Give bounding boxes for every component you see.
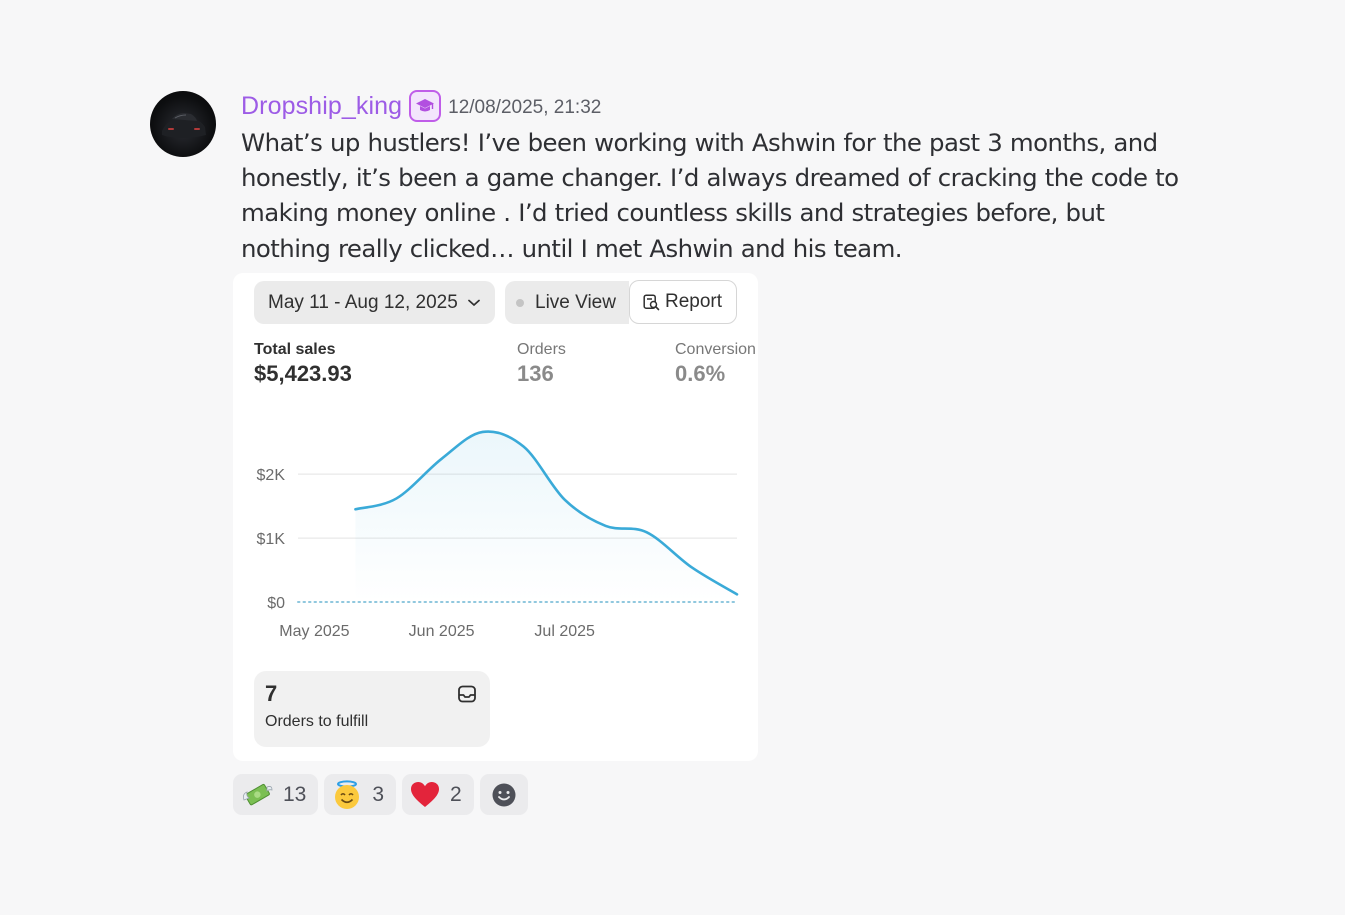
report-label: Report: [665, 291, 723, 312]
status-dot-icon: [516, 298, 524, 307]
metric-value: 136: [517, 361, 554, 386]
fulfill-count: 7: [265, 681, 278, 706]
user-avatar[interactable]: [150, 91, 216, 157]
sales-line-chart: $0 $1K $2K May 2025 Jun 2025 Jul 2025: [257, 430, 739, 640]
orders-to-fulfill-card: 7 Orders to fulfill: [254, 671, 490, 747]
metric-label: Conversion: [675, 341, 756, 358]
sales-area-fill: [355, 431, 737, 602]
message-timestamp: 12/08/2025, 21:32: [448, 96, 602, 118]
metric-conversion: Conversion 0.6%: [675, 341, 756, 387]
x-tick-label: May 2025: [279, 623, 349, 640]
y-tick-label: $2K: [257, 467, 286, 484]
metric-value: $5,423.93: [254, 361, 352, 386]
smiley-add-reaction-icon: [492, 783, 516, 806]
sales-series-line: [354, 430, 739, 596]
reactions-bar: 13 3 2: [233, 774, 528, 815]
reaction-red-heart[interactable]: 2: [402, 774, 474, 815]
live-view-label: Live View: [535, 291, 616, 313]
metric-label: Total sales: [254, 341, 336, 358]
money-with-wings-icon: [243, 783, 273, 805]
x-tick-label: Jul 2025: [534, 623, 595, 640]
metric-total-sales: Total sales $5,423.93: [254, 341, 352, 387]
report-search-icon: [643, 293, 660, 310]
car-avatar-image: [162, 113, 206, 138]
reaction-count: 3: [372, 782, 385, 806]
red-heart-icon: [411, 781, 440, 807]
metric-orders: Orders 136: [517, 341, 566, 387]
date-range-button: May 11 - Aug 12, 2025: [254, 281, 495, 324]
smiling-face-with-halo-icon: [335, 779, 360, 809]
add-reaction-button[interactable]: [479, 774, 528, 815]
metric-label: Orders: [517, 341, 566, 358]
chevron-down-icon: [467, 299, 480, 307]
sales-dashboard-screenshot[interactable]: May 11 - Aug 12, 2025 Live View Report T…: [233, 273, 758, 761]
inbox-icon: [458, 685, 476, 703]
fulfill-label: Orders to fulfill: [265, 713, 369, 730]
y-tick-label: $1K: [257, 531, 286, 548]
reaction-count: 2: [450, 782, 462, 806]
metric-value: 0.6%: [675, 361, 726, 386]
reaction-money-with-wings[interactable]: 13: [233, 774, 319, 815]
message-content: What’s up hustlers! I’ve been working wi…: [241, 128, 1179, 263]
graduation-cap-icon[interactable]: [409, 90, 442, 122]
report-button: Report: [629, 280, 737, 324]
live-view-button: Live View: [505, 281, 629, 324]
y-tick-label: $0: [267, 595, 285, 612]
username[interactable]: Dropship_king: [241, 91, 403, 120]
reaction-count: 13: [283, 782, 307, 806]
date-range-label: May 11 - Aug 12, 2025: [268, 291, 458, 313]
reaction-smiling-face-with-halo[interactable]: 3: [324, 774, 397, 815]
x-tick-label: Jun 2025: [409, 623, 475, 640]
